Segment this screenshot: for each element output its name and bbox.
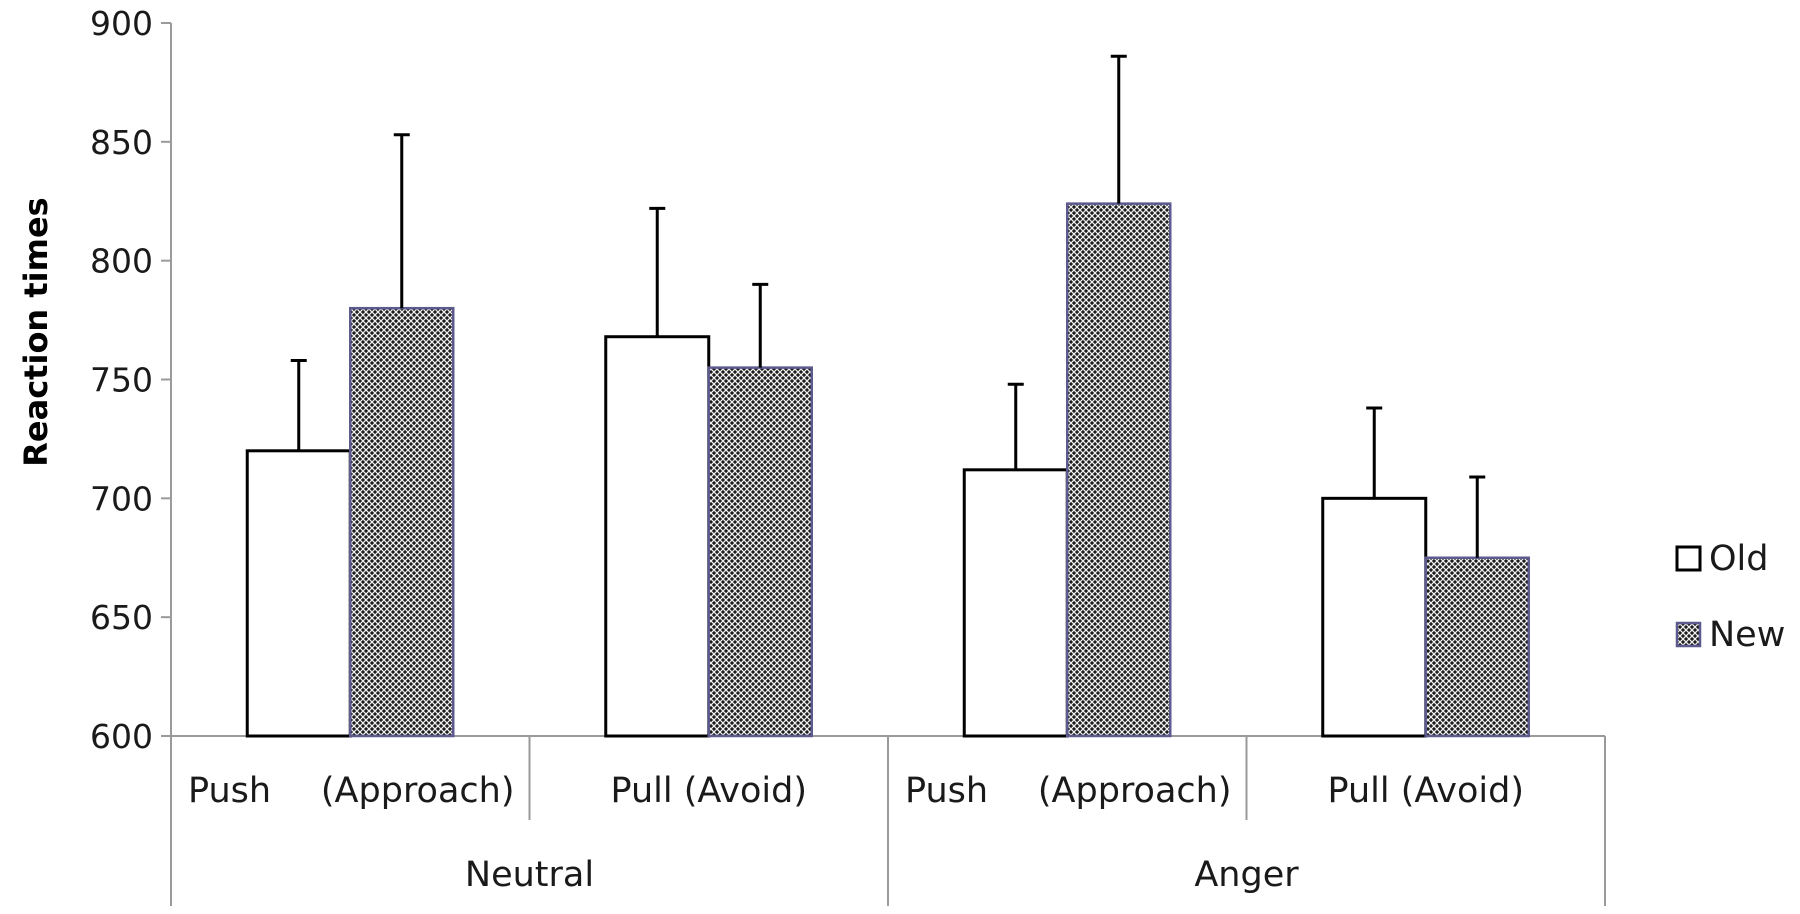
group-label: Anger (1194, 855, 1299, 895)
y-tick-label: 650 (90, 598, 153, 637)
category-label: Pull (Avoid) (1327, 771, 1524, 811)
bar-new (1424, 556, 1530, 738)
category-label: Push (188, 771, 271, 811)
bar-old (962, 468, 1069, 738)
y-axis-title: Reaction times (17, 197, 55, 466)
y-tick-label: 850 (90, 123, 153, 162)
legend: Old New (1675, 539, 1785, 655)
bar-new (707, 366, 813, 738)
y-tick-label: 900 (90, 4, 153, 43)
legend-swatch-old (1675, 545, 1702, 572)
legend-label-old: Old (1709, 539, 1769, 579)
category-label: (Approach) (321, 771, 515, 811)
bar-new (1066, 202, 1172, 738)
y-tick-label: 800 (90, 242, 153, 281)
bar-new (349, 306, 455, 738)
y-tick-label: 700 (90, 479, 153, 518)
legend-swatch-new (1675, 621, 1702, 648)
y-tick-label: 600 (90, 717, 153, 756)
category-label: (Approach) (1038, 771, 1232, 811)
bar-old (604, 335, 711, 738)
bar-old (245, 449, 352, 738)
y-tick-label: 750 (90, 361, 153, 400)
group-label: Neutral (465, 855, 594, 895)
category-label: Pull (Avoid) (610, 771, 807, 811)
bar-old (1321, 496, 1428, 738)
category-label: Push (905, 771, 988, 811)
legend-label-new: New (1709, 615, 1785, 655)
